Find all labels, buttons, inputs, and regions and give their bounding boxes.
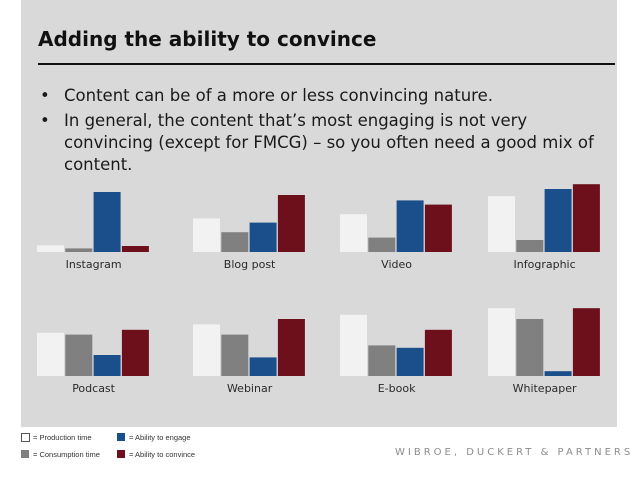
panel-label: Infographic	[514, 258, 576, 271]
legend-label: = Consumption time	[33, 450, 100, 459]
panel-label: E-book	[378, 382, 416, 395]
bar-e-book-0	[340, 314, 367, 376]
bar-video-1	[368, 237, 396, 252]
panel-label: Video	[381, 258, 412, 271]
bullet-item: Content can be of a more or less convinc…	[40, 85, 615, 107]
swatch-consumption	[21, 450, 29, 458]
bar-webinar-0	[193, 324, 220, 376]
bar-instagram-2	[93, 192, 121, 252]
bar-whitepaper-2	[544, 371, 572, 376]
legend-label: = Ability to engage	[129, 433, 191, 442]
legend-label: = Production time	[33, 433, 92, 442]
bar-e-book-2	[396, 347, 424, 376]
bar-podcast-0	[37, 332, 64, 376]
bar-blog-post-2	[249, 222, 277, 252]
bar-podcast-3	[121, 329, 149, 376]
bar-instagram-1	[65, 248, 93, 252]
swatch-engage	[117, 433, 125, 441]
bar-e-book-3	[424, 329, 452, 376]
bar-whitepaper-1	[516, 319, 544, 376]
bar-webinar-3	[277, 319, 305, 376]
bar-podcast-1	[65, 334, 93, 376]
bar-blog-post-3	[277, 195, 305, 252]
panel-label: Whitepaper	[513, 382, 577, 395]
swatch-convince	[117, 450, 125, 458]
bar-infographic-0	[488, 196, 515, 252]
bar-e-book-1	[368, 345, 396, 376]
bar-webinar-1	[221, 334, 249, 376]
bar-video-2	[396, 200, 424, 252]
brand-footer: WIBROE, DUCKERT & PARTNERS	[395, 447, 634, 458]
bullet-item: In general, the content that’s most enga…	[40, 110, 615, 176]
bar-blog-post-0	[193, 218, 220, 252]
bar-video-0	[340, 214, 367, 252]
legend-label: = Ability to convince	[129, 450, 196, 459]
panel-label: Instagram	[66, 258, 122, 271]
bar-infographic-2	[544, 189, 572, 252]
bar-infographic-1	[516, 240, 544, 252]
bar-whitepaper-0	[488, 308, 515, 376]
bar-webinar-2	[249, 357, 277, 376]
swatch-production	[21, 433, 30, 442]
bar-blog-post-1	[221, 232, 249, 252]
panel-label: Webinar	[227, 382, 273, 395]
panel-label: Blog post	[224, 258, 276, 271]
bar-instagram-3	[121, 246, 149, 252]
bar-video-3	[424, 204, 452, 252]
bar-podcast-2	[93, 355, 121, 376]
bar-infographic-3	[572, 184, 600, 252]
bar-instagram-0	[37, 245, 64, 252]
bullet-list: Content can be of a more or less convinc…	[40, 85, 615, 179]
panel-label: Podcast	[72, 382, 115, 395]
slide-title: Adding the ability to convince	[38, 27, 377, 51]
title-rule	[38, 63, 615, 65]
bar-whitepaper-3	[572, 308, 600, 376]
